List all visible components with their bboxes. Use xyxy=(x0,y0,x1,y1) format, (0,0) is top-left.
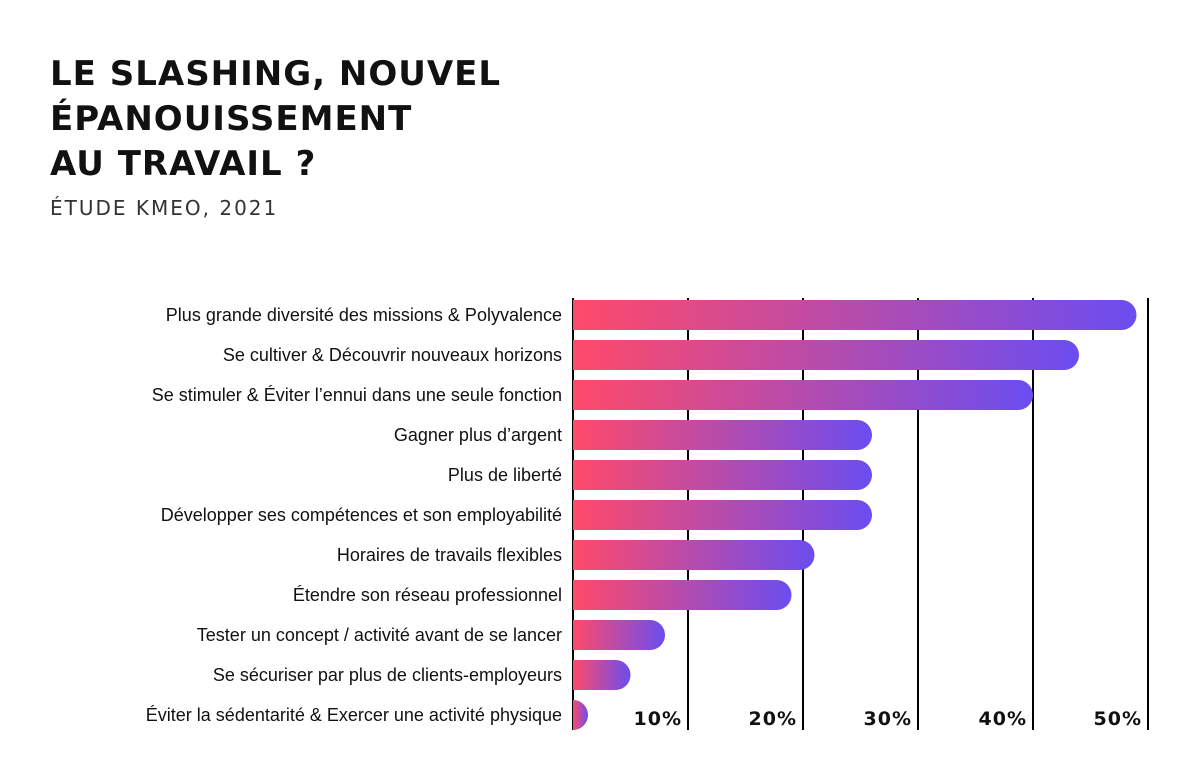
category-label-9: Tester un concept / activité avant de se… xyxy=(197,625,562,645)
tick-label-20: 20% xyxy=(749,708,797,730)
category-label-2: Se cultiver & Découvrir nouveaux horizon… xyxy=(223,345,562,365)
category-label-6: Développer ses compétences et son employ… xyxy=(161,505,562,525)
bar-1 xyxy=(573,300,1137,330)
category-label-4: Gagner plus d’argent xyxy=(394,425,562,445)
chart-subtitle: ÉTUDE KMEO, 2021 xyxy=(50,196,279,220)
chart-title: LE SLASHING, NOUVEL ÉPANOUISSEMENT AU TR… xyxy=(50,52,650,187)
bar-7 xyxy=(573,540,815,570)
bar-3 xyxy=(573,380,1033,410)
bar-10 xyxy=(573,660,631,690)
bar-2 xyxy=(573,340,1079,370)
chart-title-line-3: AU TRAVAIL ? xyxy=(50,144,317,184)
chart-title-line-2: ÉPANOUISSEMENT xyxy=(50,99,413,139)
category-label-8: Étendre son réseau professionnel xyxy=(293,585,562,605)
tick-label-10: 10% xyxy=(634,708,682,730)
bar-11 xyxy=(573,700,588,730)
category-label-7: Horaires de travails flexibles xyxy=(337,545,562,565)
category-label-10: Se sécuriser par plus de clients-employe… xyxy=(213,665,562,685)
tick-label-50: 50% xyxy=(1094,708,1142,730)
bar-4 xyxy=(573,420,872,450)
tick-label-40: 40% xyxy=(979,708,1027,730)
category-label-3: Se stimuler & Éviter l’ennui dans une se… xyxy=(152,385,562,405)
chart-title-line-1: LE SLASHING, NOUVEL xyxy=(50,54,502,94)
bar-6 xyxy=(573,500,872,530)
tick-label-30: 30% xyxy=(864,708,912,730)
bar-9 xyxy=(573,620,665,650)
axis-tick-labels: 10% 20% 30% 40% 50% xyxy=(634,708,1142,730)
category-labels: Plus grande diversité des missions & Pol… xyxy=(146,305,562,725)
category-label-5: Plus de liberté xyxy=(448,465,562,485)
category-label-1: Plus grande diversité des missions & Pol… xyxy=(166,305,562,325)
category-label-11: Éviter la sédentarité & Exercer une acti… xyxy=(146,705,562,725)
bars xyxy=(573,300,1137,730)
bar-8 xyxy=(573,580,792,610)
bar-5 xyxy=(573,460,872,490)
